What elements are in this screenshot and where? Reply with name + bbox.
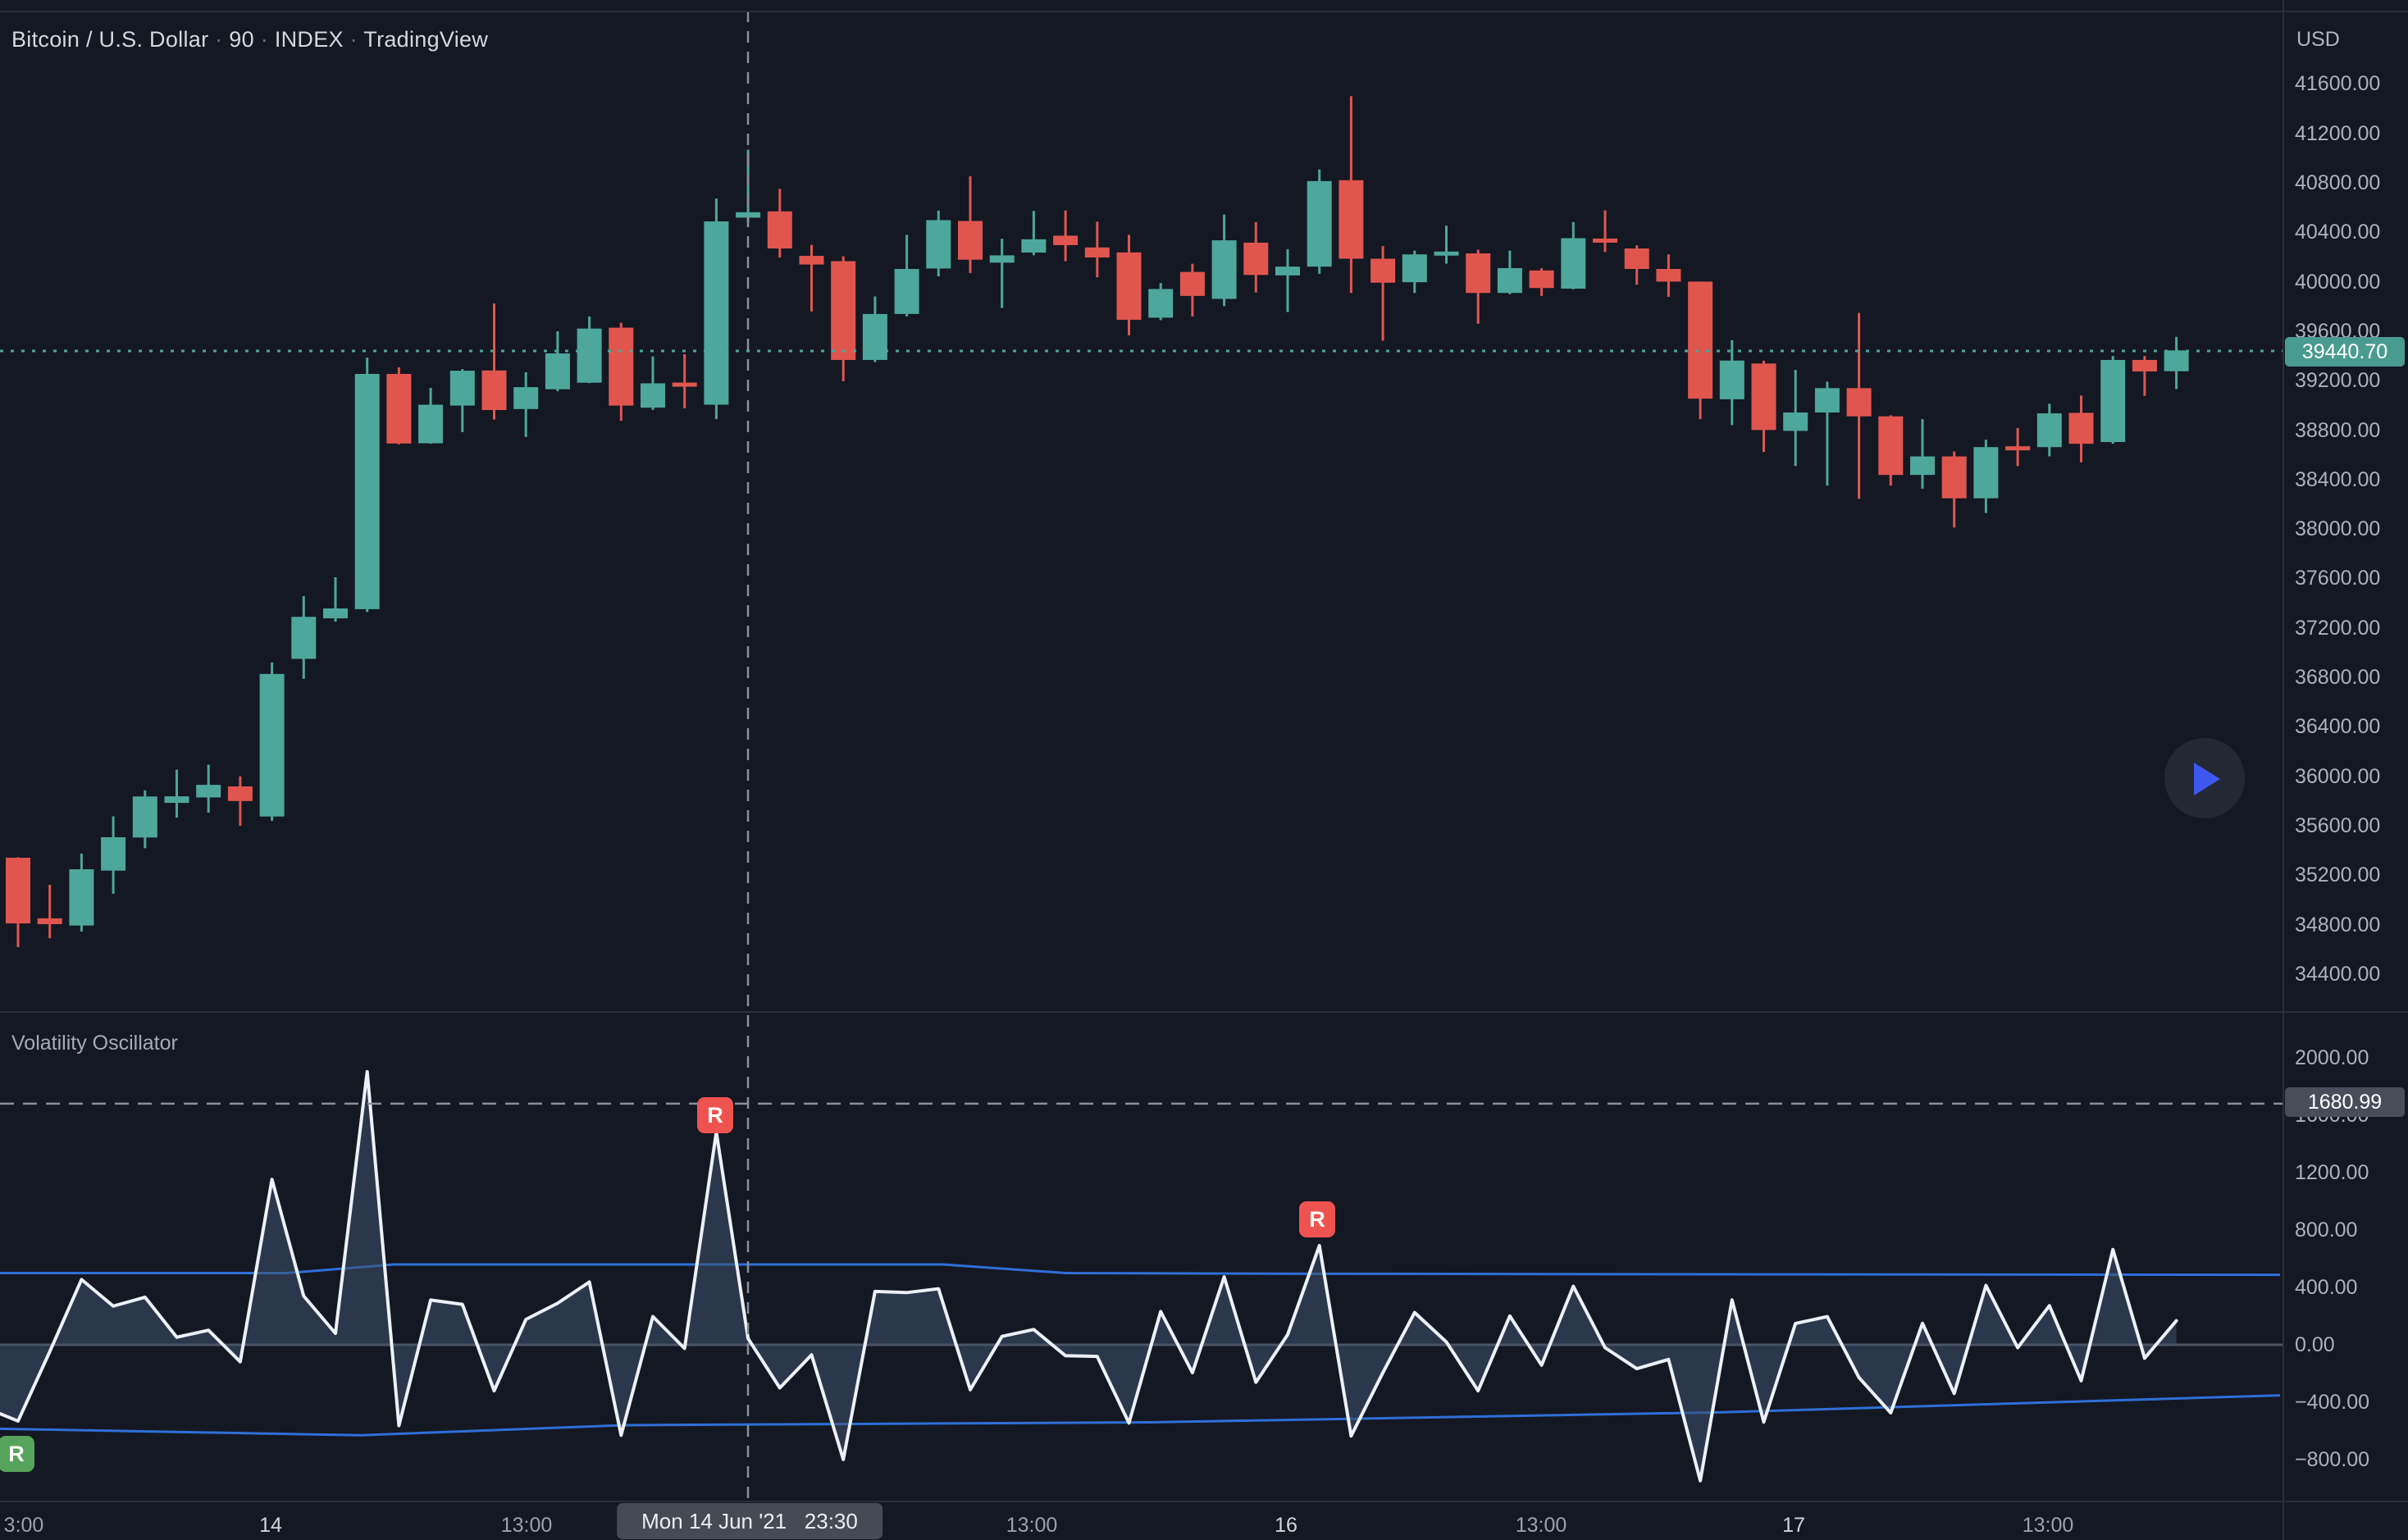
oscillator-tick: 2000.00 [2295,1046,2369,1069]
oscillator-tick: 1200.00 [2295,1161,2369,1184]
replay-play-button[interactable] [2164,738,2245,818]
crosshair-time-label: Mon 14 Jun '21 23:30 [617,1503,882,1539]
symbol-title[interactable]: Bitcoin / U.S. Dollar · 90 · INDEX · Tra… [11,27,488,52]
title-part: Bitcoin / U.S. Dollar [11,27,209,52]
price-tick: 41200.00 [2295,121,2381,145]
oscillator-tick: −400.00 [2295,1391,2370,1414]
price-tick: 38800.00 [2295,418,2381,442]
price-tick: 38400.00 [2295,467,2381,491]
time-tick: 3:00 [3,1514,44,1537]
time-tick: 17 [1782,1514,1805,1537]
time-axis-divider [0,1501,2408,1502]
time-tick: 14 [259,1514,282,1537]
play-icon [2194,763,2220,795]
price-tick: 35200.00 [2295,863,2381,887]
price-tick: 40400.00 [2295,221,2381,244]
price-tick: 41600.00 [2295,72,2381,96]
time-tick: 13:00 [500,1514,553,1537]
signal-marker-up[interactable]: R [0,1436,34,1472]
title-separator: · [343,27,364,52]
price-tick: 38000.00 [2295,517,2381,541]
price-tick: 36400.00 [2295,715,2381,739]
price-tick: 34400.00 [2295,962,2381,986]
currency-label: USD [2296,28,2340,51]
price-tick: 40000.00 [2295,270,2381,294]
crosshair-value-label: 1680.99 [2285,1087,2405,1117]
time-tick: 13:00 [1515,1514,1567,1537]
price-tick: 40800.00 [2295,171,2381,195]
title-part: TradingView [363,27,489,52]
price-axis-divider [2283,0,2284,1540]
oscillator-tick: −800.00 [2295,1448,2370,1471]
price-tick: 36800.00 [2295,666,2381,690]
price-tick: 37200.00 [2295,616,2381,640]
oscillator-tick: 0.00 [2295,1333,2335,1356]
signal-marker-down[interactable]: R [1299,1201,1335,1237]
last-price-label: 39440.70 [2285,337,2405,367]
title-part: 90 [229,27,254,52]
title-part: INDEX [274,27,344,52]
pane-divider[interactable] [0,1011,2408,1013]
price-tick: 35600.00 [2295,813,2381,837]
price-tick: 37600.00 [2295,567,2381,590]
indicator-title[interactable]: Volatility Oscillator [11,1032,178,1055]
signal-marker-down[interactable]: R [697,1097,733,1133]
price-tick: 39200.00 [2295,369,2381,393]
oscillator-tick: 800.00 [2295,1219,2358,1242]
price-tick: 36000.00 [2295,764,2381,788]
oscillator-tick: 400.00 [2295,1276,2358,1299]
title-separator: · [253,27,275,52]
title-separator: · [208,27,230,52]
top-divider [0,11,2408,12]
time-tick: 13:00 [1006,1514,1058,1537]
time-tick: 16 [1275,1514,1297,1537]
time-tick: 13:00 [2022,1514,2074,1537]
price-tick: 34800.00 [2295,913,2381,936]
